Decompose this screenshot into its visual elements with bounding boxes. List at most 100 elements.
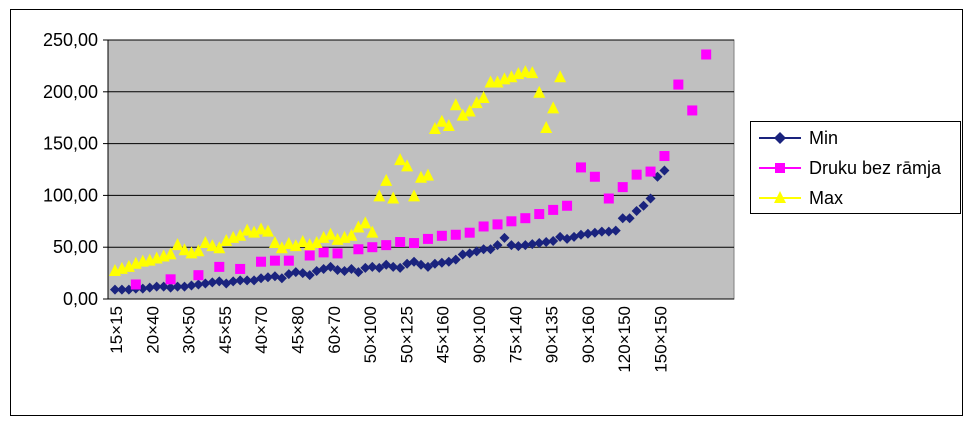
data-point (395, 262, 406, 273)
data-point (235, 275, 246, 286)
data-point (380, 173, 393, 186)
data-point (520, 213, 531, 224)
data-point (533, 85, 546, 98)
data-point (374, 262, 385, 273)
y-tick-label: 200,00 (43, 82, 98, 102)
legend-item-max: Max (751, 187, 960, 209)
data-point (673, 79, 684, 90)
y-tick-label: 0,00 (63, 289, 98, 309)
data-point (394, 153, 407, 166)
data-point (520, 240, 531, 251)
x-tick-label: 120×150 (615, 306, 634, 373)
data-point (534, 209, 545, 220)
data-point (421, 168, 434, 181)
data-point (234, 228, 247, 241)
data-point (589, 171, 600, 182)
data-point (310, 236, 323, 249)
data-point (304, 250, 315, 261)
data-point (282, 237, 295, 250)
data-point (631, 205, 642, 216)
data-point (401, 159, 414, 172)
x-tick-label: 90×135 (543, 306, 562, 363)
data-point (289, 239, 302, 252)
data-point (428, 122, 441, 135)
data-point (241, 223, 254, 236)
data-point (318, 247, 329, 258)
data-point (485, 244, 496, 255)
data-point (477, 90, 490, 103)
data-point (582, 228, 593, 239)
data-point (165, 282, 176, 293)
data-point (610, 225, 621, 236)
legend-marker-max (759, 191, 801, 203)
legend: Min Druku bez rāmja Max (750, 121, 961, 214)
data-point (235, 263, 246, 274)
data-point (144, 282, 155, 293)
data-point (388, 261, 399, 272)
legend-label-druku: Druku bez rāmja (809, 158, 942, 178)
x-tick-label: 45×160 (434, 306, 453, 363)
data-point (373, 189, 386, 202)
data-point (381, 240, 392, 251)
data-point (554, 70, 567, 83)
data-point (505, 70, 518, 83)
data-point (199, 236, 212, 249)
data-point (290, 267, 301, 278)
data-point (346, 263, 357, 274)
data-point (324, 227, 337, 240)
data-point (164, 247, 177, 260)
data-point (687, 105, 698, 116)
x-tick-label: 50×100 (361, 306, 380, 363)
data-point (603, 226, 614, 237)
legend-item-min: Min (751, 127, 960, 149)
data-point (367, 261, 378, 272)
data-point (589, 227, 600, 238)
data-point (463, 104, 476, 117)
data-point (457, 249, 468, 260)
data-point (151, 281, 162, 292)
data-point (470, 96, 483, 109)
x-tick-label: 30×50 (180, 306, 199, 354)
data-point (603, 193, 614, 204)
data-point (422, 261, 433, 272)
data-point (214, 261, 225, 272)
x-tick-label: 45×55 (216, 306, 235, 354)
data-point (701, 49, 712, 60)
data-point (575, 162, 586, 173)
data-point (206, 239, 219, 252)
data-point (186, 280, 197, 291)
data-point (193, 270, 204, 281)
data-point (122, 259, 135, 272)
data-point (332, 264, 343, 275)
data-point (317, 230, 330, 243)
x-tick-label: 90×100 (470, 306, 489, 363)
data-point (171, 238, 184, 251)
data-point (255, 222, 268, 235)
y-tick-label: 50,00 (53, 237, 98, 257)
data-point (548, 235, 559, 246)
data-point (617, 182, 628, 193)
data-point (332, 248, 343, 259)
data-point (345, 228, 358, 241)
data-point (429, 258, 440, 269)
data-point (228, 276, 239, 287)
data-point (353, 244, 364, 255)
data-point (220, 233, 233, 246)
data-point (513, 241, 524, 252)
data-point (435, 114, 448, 127)
legend-item-druku: Druku bez rāmja (751, 157, 960, 179)
data-point (547, 101, 560, 114)
data-point (478, 244, 489, 255)
data-point (268, 236, 281, 249)
data-point (387, 191, 400, 204)
data-point (548, 204, 559, 215)
data-point (456, 108, 469, 121)
data-point (436, 257, 447, 268)
data-point (249, 275, 260, 286)
data-point (109, 284, 120, 295)
data-point (478, 221, 489, 232)
x-tick-label: 40×70 (252, 306, 271, 354)
x-tick-label: 50×125 (397, 306, 416, 363)
data-point (352, 220, 365, 233)
